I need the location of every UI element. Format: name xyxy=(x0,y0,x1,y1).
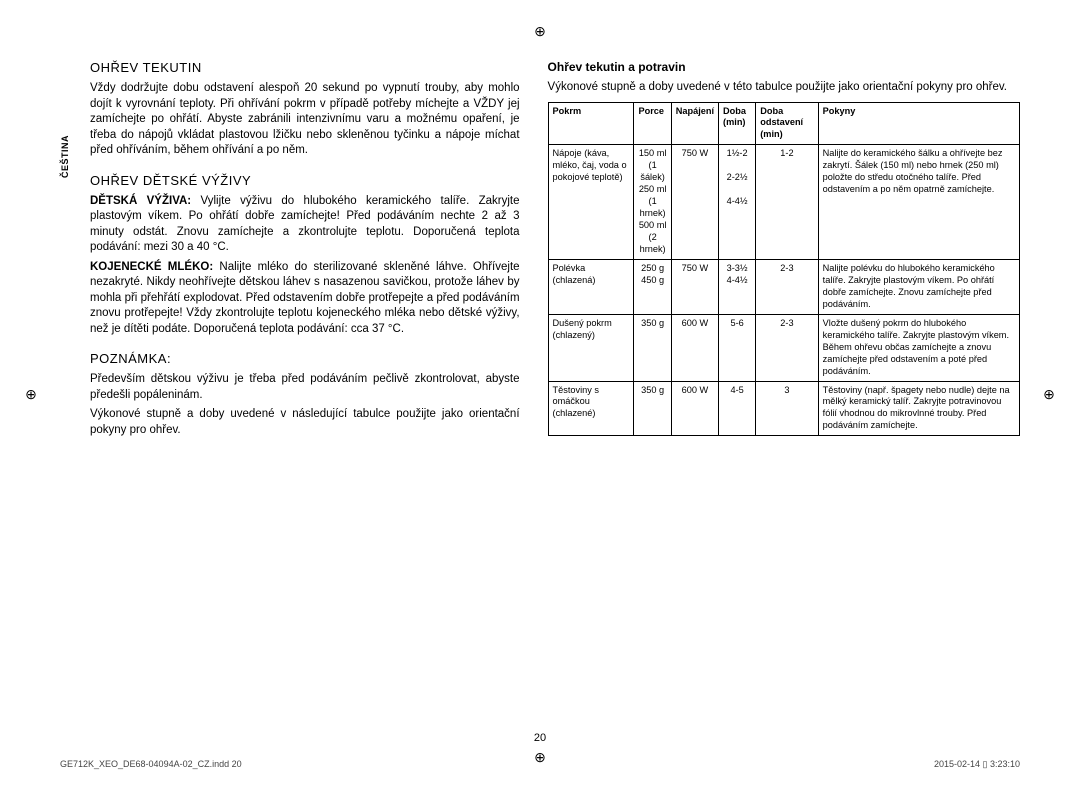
table-cell: 4-5 xyxy=(719,381,756,436)
table-cell: 3 xyxy=(756,381,818,436)
table-cell: 750 W xyxy=(671,259,718,314)
table-row: Polévka (chlazená)250 g 450 g750 W3-3½ 4… xyxy=(548,259,1019,314)
para-liquids: Vždy dodržujte dobu odstavení alespoň 20… xyxy=(90,81,520,159)
para-table-intro: Výkonové stupně a doby uvedené v této ta… xyxy=(548,80,1020,96)
table-row: Nápoje (káva, mléko, čaj, voda o pokojov… xyxy=(548,145,1019,260)
table-cell: 5-6 xyxy=(719,314,756,381)
table-cell: Těstoviny (např. špagety nebo nudle) dej… xyxy=(818,381,1019,436)
label-milk: KOJENECKÉ MLÉKO: xyxy=(90,261,213,273)
table-cell: Nalijte do keramického šálku a ohřívejte… xyxy=(818,145,1019,260)
left-column: OHŘEV TEKUTIN Vždy dodržujte dobu odstav… xyxy=(60,60,520,728)
table-cell: 350 g xyxy=(634,381,671,436)
crop-mark-icon: ⊕ xyxy=(1042,387,1056,401)
table-cell: 750 W xyxy=(671,145,718,260)
footer-file: GE712K_XEO_DE68-04094A-02_CZ.indd 20 xyxy=(60,759,242,770)
page-number: 20 xyxy=(0,732,1080,744)
print-footer: GE712K_XEO_DE68-04094A-02_CZ.indd 20 201… xyxy=(60,759,1020,770)
heading-babyfood: OHŘEV DĚTSKÉ VÝŽIVY xyxy=(90,173,520,188)
crop-mark-icon: ⊕ xyxy=(24,387,38,401)
table-cell: Polévka (chlazená) xyxy=(548,259,634,314)
table-cell: Vložte dušený pokrm do hlubokého keramic… xyxy=(818,314,1019,381)
para-note2: Výkonové stupně a doby uvedené v následu… xyxy=(90,407,520,438)
para-note1: Především dětskou výživu je třeba před p… xyxy=(90,372,520,403)
table-cell: 2-3 xyxy=(756,259,818,314)
heading-note: POZNÁMKA: xyxy=(90,351,520,366)
table-header: Doba odstavení (min) xyxy=(756,102,818,145)
table-cell: 600 W xyxy=(671,314,718,381)
table-header-row: PokrmPorceNapájeníDoba (min)Doba odstave… xyxy=(548,102,1019,145)
table-body: Nápoje (káva, mléko, čaj, voda o pokojov… xyxy=(548,145,1019,436)
label-babyfood: DĚTSKÁ VÝŽIVA: xyxy=(90,195,191,207)
crop-mark-icon: ⊕ xyxy=(533,24,547,38)
heading-liquids: OHŘEV TEKUTIN xyxy=(90,60,520,75)
heading-table: Ohřev tekutin a potravin xyxy=(548,60,1020,74)
table-cell: Nalijte polévku do hlubokého keramického… xyxy=(818,259,1019,314)
table-cell: 350 g xyxy=(634,314,671,381)
table-header: Doba (min) xyxy=(719,102,756,145)
table-cell: Těstoviny s omáčkou (chlazené) xyxy=(548,381,634,436)
table-cell: Dušený pokrm (chlazený) xyxy=(548,314,634,381)
right-column: Ohřev tekutin a potravin Výkonové stupně… xyxy=(548,60,1020,728)
footer-date: 2015-02-14 ▯ 3:23:10 xyxy=(934,759,1020,770)
table-cell: Nápoje (káva, mléko, čaj, voda o pokojov… xyxy=(548,145,634,260)
heating-table: PokrmPorceNapájeníDoba (min)Doba odstave… xyxy=(548,102,1020,437)
table-header: Pokrm xyxy=(548,102,634,145)
table-header: Pokyny xyxy=(818,102,1019,145)
table-row: Dušený pokrm (chlazený)350 g600 W5-62-3V… xyxy=(548,314,1019,381)
table-cell: 600 W xyxy=(671,381,718,436)
table-header: Porce xyxy=(634,102,671,145)
para-milk: KOJENECKÉ MLÉKO: Nalijte mléko do steril… xyxy=(90,260,520,338)
table-cell: 250 g 450 g xyxy=(634,259,671,314)
table-header: Napájení xyxy=(671,102,718,145)
table-cell: 1-2 xyxy=(756,145,818,260)
table-cell: 1½-2 2-2½ 4-4½ xyxy=(719,145,756,260)
table-cell: 3-3½ 4-4½ xyxy=(719,259,756,314)
table-cell: 150 ml (1 šálek) 250 ml (1 hrnek) 500 ml… xyxy=(634,145,671,260)
page-content: OHŘEV TEKUTIN Vždy dodržujte dobu odstav… xyxy=(60,60,1020,728)
table-cell: 2-3 xyxy=(756,314,818,381)
table-row: Těstoviny s omáčkou (chlazené)350 g600 W… xyxy=(548,381,1019,436)
para-babyfood: DĚTSKÁ VÝŽIVA: Vylijte výživu do hluboké… xyxy=(90,194,520,256)
